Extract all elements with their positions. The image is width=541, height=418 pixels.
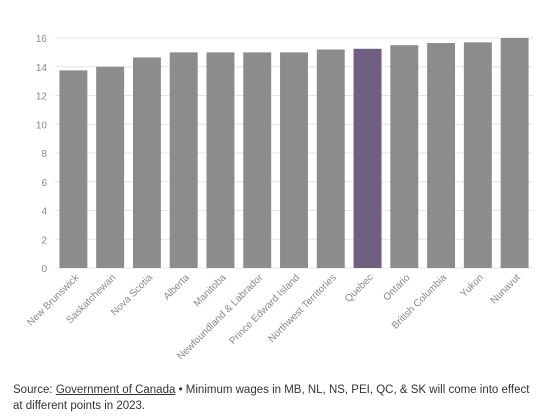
y-axis-tick-labels: 0 2 4 6 8 10 12 14 16 [36, 34, 48, 275]
source-note: Source: Government of Canada • Minimum w… [13, 383, 533, 414]
y-tick-label: 0 [41, 264, 47, 275]
bar [280, 52, 308, 268]
bar [206, 52, 235, 268]
y-tick-label: 8 [41, 149, 47, 160]
y-tick-label: 2 [41, 235, 47, 246]
source-prefix: Source: [13, 384, 56, 396]
bar [427, 43, 456, 268]
minimum-wage-bar-chart: 0 2 4 6 8 10 12 14 16 New BrunswickSaskatchewanN… [25, 34, 533, 363]
x-tick-label: Nunavut [489, 272, 523, 306]
bar [169, 52, 198, 268]
bar [132, 57, 161, 268]
bar [500, 38, 529, 268]
bar [59, 70, 88, 268]
x-tick-label: Northwest Territories [266, 272, 338, 344]
source-note-text: Minimum wages in MB, NL, NS, PEI, QC, & … [13, 384, 530, 412]
bar [96, 66, 125, 268]
x-tick-label: Manitoba [192, 272, 229, 309]
x-tick-label: Ontario [381, 272, 412, 303]
bar [353, 48, 382, 268]
y-tick-label: 6 [41, 178, 47, 189]
x-tick-label: Yukon [459, 272, 486, 299]
y-tick-label: 12 [36, 92, 48, 103]
source-separator: • [175, 384, 186, 396]
bar [316, 49, 345, 268]
bar [243, 52, 272, 268]
y-tick-label: 4 [41, 207, 47, 218]
y-tick-label: 16 [36, 34, 48, 45]
y-tick-label: 10 [36, 120, 48, 131]
bars [59, 38, 529, 268]
x-tick-label: Prince Edward Island [228, 272, 303, 347]
source-link[interactable]: Government of Canada [55, 384, 176, 396]
bar [463, 42, 492, 268]
x-tick-label: Alberta [162, 272, 192, 302]
y-tick-label: 14 [36, 63, 48, 74]
bar [390, 45, 419, 268]
x-tick-label: Quebec [343, 272, 376, 305]
